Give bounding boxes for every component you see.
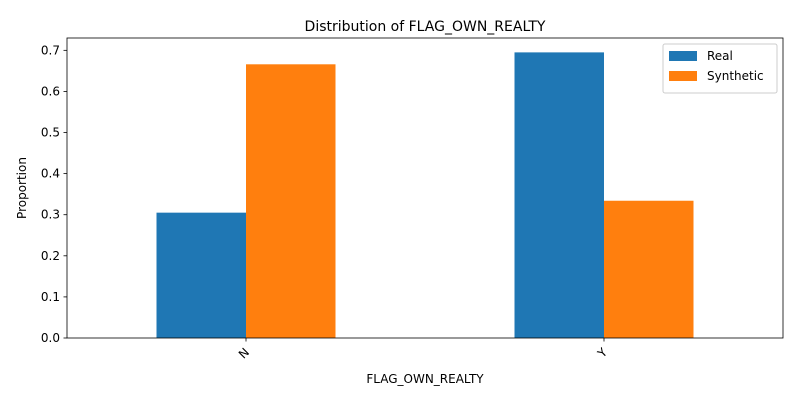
bar-synthetic-n (246, 64, 336, 339)
legend: Real Synthetic (662, 43, 778, 94)
y-tick-label: 0.6 (41, 84, 60, 98)
x-tick-label-y: Y (594, 345, 610, 361)
y-tick-label: 0.2 (41, 249, 60, 263)
legend-swatch-real (669, 51, 697, 61)
y-tick-label: 0.5 (41, 126, 60, 140)
plot-frame (66, 37, 784, 339)
y-tick-label: 0.0 (41, 331, 60, 345)
y-tick-label: 0.7 (41, 43, 60, 57)
legend-label-synthetic: Synthetic (707, 69, 764, 83)
x-tick-label-n: N (236, 345, 252, 361)
y-tick-label: 0.4 (41, 167, 60, 181)
y-tick-label: 0.3 (41, 208, 60, 222)
bars-group (156, 52, 694, 339)
y-tick-label: 0.1 (41, 290, 60, 304)
bar-real-y (514, 52, 604, 339)
y-axis: 0.0 0.1 0.2 0.3 0.4 0.5 0.6 0.7 (41, 43, 67, 345)
bar-synthetic-y (604, 200, 694, 338)
x-axis-label: FLAG_OWN_REALTY (366, 372, 484, 386)
bar-real-n (156, 212, 246, 338)
legend-swatch-synthetic (669, 71, 697, 81)
chart-title: Distribution of FLAG_OWN_REALTY (305, 19, 546, 35)
y-axis-label: Proportion (15, 157, 29, 219)
legend-label-real: Real (707, 49, 733, 63)
